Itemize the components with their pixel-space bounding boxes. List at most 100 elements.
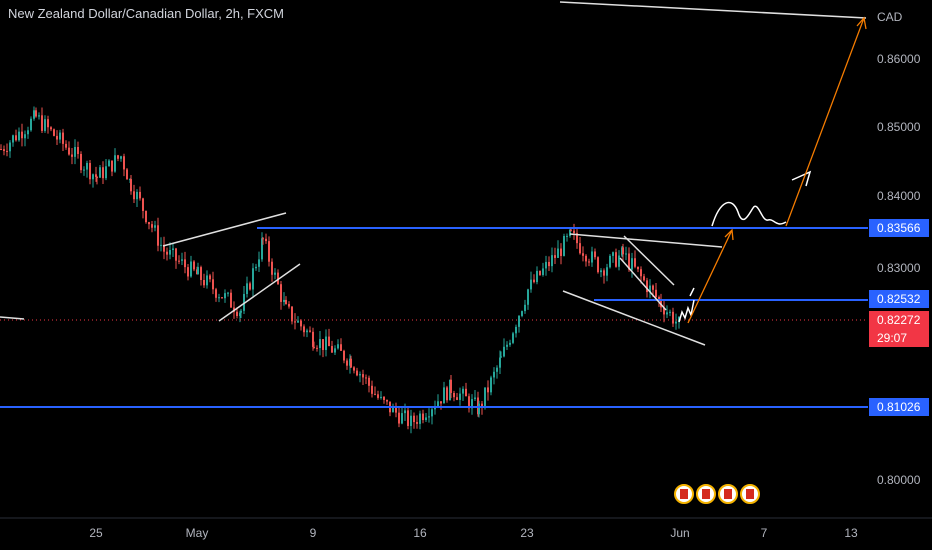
candle-body [618,255,620,267]
candle-body [413,415,415,423]
candle-body [597,257,599,273]
low-support-tag [869,398,929,416]
canada-flag-icon[interactable] [740,484,760,504]
candle-body [157,225,159,246]
candle-body [331,346,333,353]
candle-body [230,292,232,308]
candle-body [200,267,202,280]
candle-body [422,413,424,421]
current-price-tag-text: 0.82272 [877,313,921,327]
projection-arrows [687,16,867,324]
candle-body [193,261,195,270]
candle-body [474,397,476,400]
candle-body [300,320,302,327]
candle-body [297,320,299,323]
candle-body [322,339,324,350]
time-tick-7: 13 [844,526,858,540]
price-tick-1: 0.85000 [877,120,921,134]
candle-body [154,225,156,228]
candle-body [594,251,596,258]
candle-body [678,316,680,322]
canada-flag-icon[interactable] [674,484,694,504]
time-tick-2: 9 [310,526,317,540]
candle-body [600,270,602,273]
candle-body [328,336,330,347]
current-price-tag [869,311,929,347]
small-squiggle-arrow [689,287,695,297]
low-support-tag-text: 0.81026 [877,400,921,414]
candle-body [524,304,526,312]
candle-body [419,413,421,424]
resistance-tag-text: 0.83566 [877,221,921,235]
candle-body [570,229,572,231]
candle-body [612,252,614,256]
candle-body [236,311,238,316]
candle-body [428,416,430,418]
candle-body [172,248,174,251]
time-axis-ticks: 25 May 9 16 23 Jun 7 13 [89,526,858,540]
candle-body [151,224,153,228]
candle-body [506,344,508,347]
candle-body [557,248,559,258]
candle-body [15,135,17,141]
candle-body [346,360,348,366]
candle-body [530,279,532,290]
candle-body [383,396,385,400]
candle-body [12,135,14,143]
candle-body [239,312,241,316]
candle-body [609,255,611,268]
candle-body [425,417,427,421]
candle-body [362,374,364,378]
candle-body [309,330,311,332]
candle-body [478,403,480,415]
canada-flag-icon[interactable] [718,484,738,504]
candle-body [319,339,321,349]
candle-body [576,233,578,244]
candle-body [249,283,251,290]
candle-body [515,326,517,334]
candle-body [160,244,162,246]
candle-body [615,252,617,267]
event-icons[interactable] [674,484,760,504]
candle-body [178,260,180,262]
countdown-text: 29:07 [877,331,907,345]
candle-body [285,299,287,305]
candle-body [114,155,116,172]
candle-body [227,292,229,294]
candle-body [566,235,568,237]
canada-flag-icon[interactable] [696,484,716,504]
candle-body [108,160,110,167]
candle-body [44,119,46,131]
candle-body [243,294,245,311]
candle-body [371,385,373,394]
candle-body [573,230,575,234]
candle-body [56,135,58,140]
projection-arrow-1-head [724,228,734,241]
candle-body [181,259,183,261]
candle-body [637,266,639,270]
candle-body [401,413,403,424]
candle-body [92,174,94,180]
candle-body [145,210,147,223]
candle-body [133,191,135,200]
candle-body [521,311,523,316]
price-axis-ticks: CAD 0.86000 0.85000 0.84000 0.83000 0.80… [877,10,921,487]
candle-body [126,169,128,180]
candle-body [499,357,501,368]
candle-body [343,350,345,361]
candle-body [6,150,8,152]
candle-body [18,131,20,141]
candle-body [672,311,674,324]
candle-body [96,176,98,178]
candle-body [83,169,85,171]
candle-body [404,410,406,414]
candle-body [206,275,208,286]
wedge2-lower-line [562,290,706,346]
candle-body [663,307,665,315]
time-tick-0: 25 [89,526,103,540]
candle-body [175,248,177,261]
candle-body [312,331,314,347]
candle-body [209,275,211,280]
candle-body [306,330,308,333]
candle-body [53,129,55,136]
